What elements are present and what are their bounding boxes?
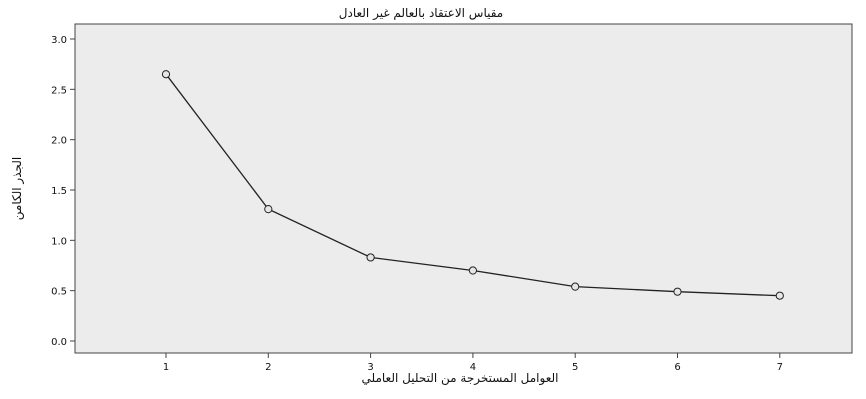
data-point: [161, 70, 171, 79]
data-point: [264, 205, 273, 214]
y-axis-title: الجذر الكامن: [10, 157, 25, 220]
y-tick-label: 3.0: [51, 35, 67, 46]
x-tick-label: 7: [777, 362, 783, 373]
y-tick-label: 1.5: [51, 186, 67, 197]
data-point: [468, 266, 477, 275]
x-tick-label: 4: [470, 362, 476, 373]
y-tick-label: 1.0: [51, 236, 67, 247]
y-tick-label: 0.5: [51, 287, 67, 298]
x-tick-label: 6: [674, 362, 680, 373]
y-tick-label: 0.0: [51, 337, 67, 348]
y-tick-label: 2.5: [51, 85, 67, 96]
data-markers: [161, 70, 784, 300]
data-point: [366, 253, 375, 262]
plot-area: [74, 23, 853, 354]
y-axis-ticks: 0.0 0.5 1.0 1.5 2.0 2.5 3.0: [51, 35, 75, 348]
data-point: [571, 282, 580, 291]
chart-title: مقياس الاعتقاد بالعالم غير العادل: [339, 6, 503, 21]
x-tick-label: 1: [163, 362, 169, 373]
x-tick-label: 2: [265, 362, 271, 373]
x-tick-label: 3: [367, 362, 373, 373]
y-tick-label: 2.0: [51, 136, 67, 147]
x-axis-ticks: 1 2 3 4 5 6 7: [163, 353, 783, 373]
data-point: [673, 287, 682, 296]
x-tick-label: 5: [572, 362, 578, 373]
x-axis-title: العوامل المستخرجة من التحليل العاملي: [362, 371, 559, 386]
data-point: [775, 291, 784, 300]
